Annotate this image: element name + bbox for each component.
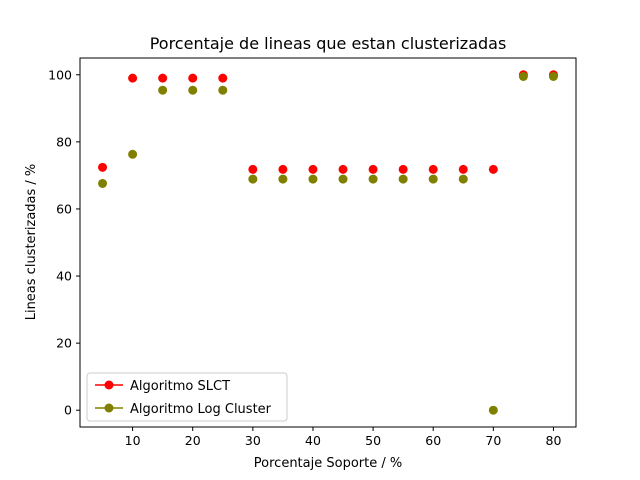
logcluster-point (218, 85, 228, 95)
slct-point (218, 73, 228, 83)
slct-point (428, 164, 438, 174)
logcluster-point (458, 174, 468, 184)
legend-marker-slct (104, 380, 114, 390)
x-tick-label: 50 (365, 433, 381, 448)
slct-point (458, 164, 468, 174)
y-axis-label: Lineas clusterizadas / % (24, 164, 39, 321)
y-tick-label: 80 (56, 134, 72, 149)
logcluster-point (308, 174, 318, 184)
slct-point (128, 73, 138, 83)
x-tick-label: 40 (305, 433, 321, 448)
legend: Algoritmo SLCT Algoritmo Log Cluster (86, 372, 288, 422)
slct-point (338, 164, 348, 174)
logcluster-point (248, 174, 258, 184)
slct-point (368, 164, 378, 174)
y-tick-label: 60 (56, 201, 72, 216)
logcluster-point (488, 405, 498, 415)
x-tick-label: 10 (125, 433, 141, 448)
slct-point (98, 162, 108, 172)
y-tick-label: 100 (48, 67, 72, 82)
logcluster-point (518, 71, 528, 81)
logcluster-point (428, 174, 438, 184)
slct-point (248, 164, 258, 174)
slct-point (398, 164, 408, 174)
slct-point (278, 164, 288, 174)
slct-point (188, 73, 198, 83)
y-tick-label: 0 (64, 403, 72, 418)
legend-label-slct: Algoritmo SLCT (130, 379, 230, 394)
x-tick-label: 20 (185, 433, 201, 448)
x-axis-label: Porcentaje Soporte / % (254, 456, 402, 471)
logcluster-point (548, 71, 558, 81)
slct-point (488, 164, 498, 174)
logcluster-point (98, 178, 108, 188)
logcluster-point (368, 174, 378, 184)
plot-frame (79, 57, 577, 428)
x-tick-label: 30 (245, 433, 261, 448)
logcluster-point (188, 85, 198, 95)
legend-label-logcluster: Algoritmo Log Cluster (130, 402, 272, 417)
slct-point (308, 164, 318, 174)
logcluster-point (128, 149, 138, 159)
legend-marker-logcluster (104, 403, 114, 413)
x-tick-label: 60 (425, 433, 441, 448)
slct-point (158, 73, 168, 83)
axis-ticks: 10 20 30 40 50 60 70 80 0 20 40 60 80 100 (48, 67, 561, 448)
plot-area (98, 70, 558, 415)
logcluster-point (338, 174, 348, 184)
x-tick-label: 80 (546, 433, 562, 448)
x-tick-label: 70 (485, 433, 501, 448)
logcluster-point (278, 174, 288, 184)
logcluster-point (398, 174, 408, 184)
chart-title: Porcentaje de lineas que estan clusteriz… (150, 34, 507, 53)
legend-box (86, 372, 288, 422)
logcluster-point (158, 85, 168, 95)
y-tick-label: 20 (56, 336, 72, 351)
y-tick-label: 40 (56, 269, 72, 284)
